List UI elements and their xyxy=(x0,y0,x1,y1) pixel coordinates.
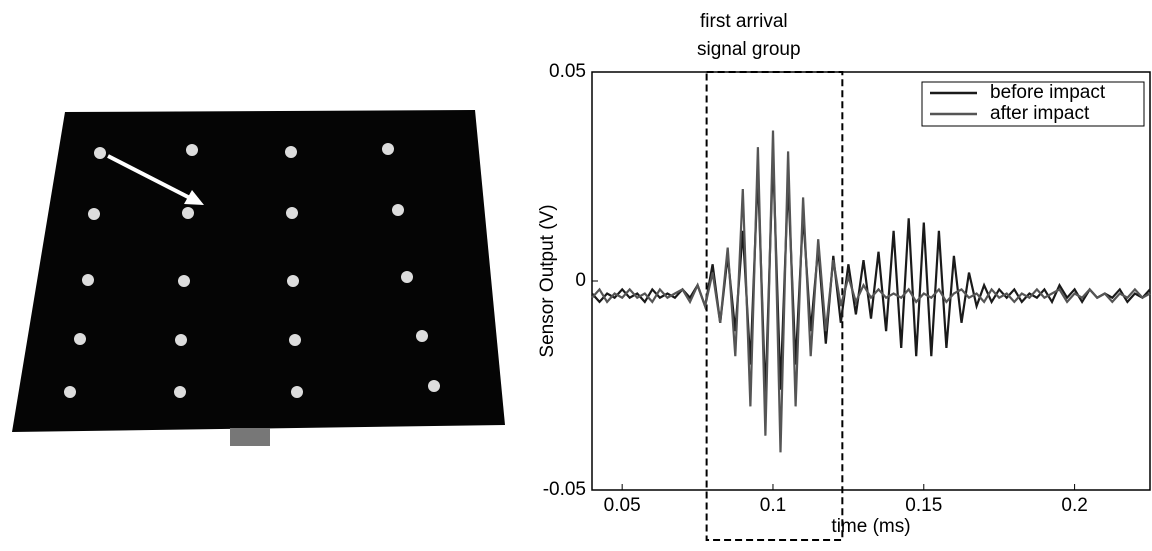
x-tick-label: 0.05 xyxy=(604,495,641,516)
series-line xyxy=(591,155,1151,399)
photo xyxy=(12,110,505,446)
series-line xyxy=(591,130,1151,453)
y-tick-label: 0 xyxy=(575,270,586,291)
y-tick-label: -0.05 xyxy=(543,479,586,500)
sensor-dots xyxy=(64,143,440,398)
annotation-line: first arrival xyxy=(700,11,788,32)
arrow-shaft xyxy=(107,154,191,200)
legend-label: before impact xyxy=(990,82,1106,103)
legend-box xyxy=(921,81,1145,127)
y-axis-title: Sensor Output (V) xyxy=(537,204,558,357)
x-tick-label: 0.2 xyxy=(1061,495,1087,516)
x-tick-label: 0.1 xyxy=(760,495,786,516)
chart: first arrival signal group time (ms) Sen… xyxy=(537,11,1151,541)
plot-frame xyxy=(591,71,1151,491)
y-tick-label: 0.05 xyxy=(549,61,586,82)
x-tick-label: 0.15 xyxy=(905,495,942,516)
arrow-head xyxy=(184,190,204,205)
legend-label: after impact xyxy=(990,103,1090,124)
x-axis-title: time (ms) xyxy=(831,516,910,537)
annotation-line: signal group xyxy=(697,39,801,60)
connector xyxy=(230,428,270,446)
plate xyxy=(12,110,505,432)
